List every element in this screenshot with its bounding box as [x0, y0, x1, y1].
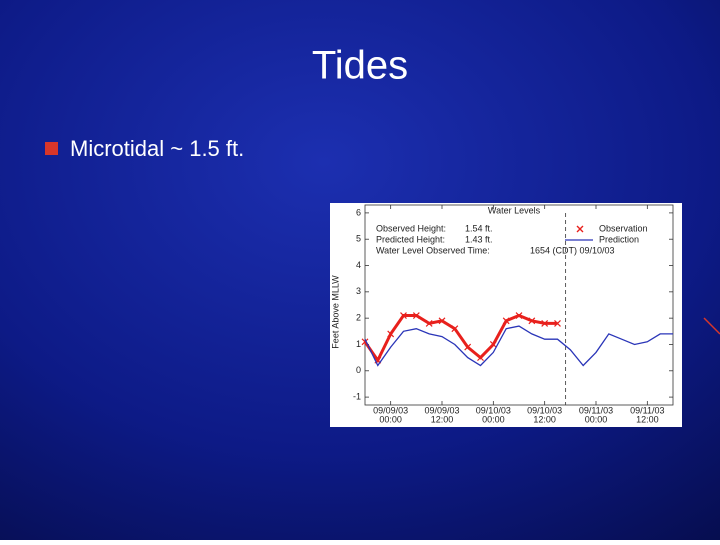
observation-marker: [387, 330, 395, 338]
bullet-text: Microtidal ~ 1.5 ft.: [70, 136, 244, 161]
info-value: 1.43 ft.: [465, 234, 493, 244]
x-tick-label: 09/10/03: [527, 405, 562, 415]
x-tick-label: 09/10/03: [476, 405, 511, 415]
legend-marker: [576, 225, 584, 233]
bullet-icon: [45, 142, 58, 155]
x-tick-label: 00:00: [482, 414, 505, 424]
x-tick-label: 09/11/03: [630, 405, 664, 415]
series-line: [364, 325, 673, 367]
decoration: [703, 317, 720, 335]
observation-marker: [541, 319, 549, 327]
observation-marker: [438, 317, 446, 325]
observation-marker: [412, 312, 420, 319]
x-tick-label: 12:00: [636, 414, 659, 424]
y-tick-label: 3: [356, 286, 361, 296]
x-tick-label: 00:00: [585, 414, 608, 424]
x-tick-label: 12:00: [533, 414, 556, 424]
y-tick-label: 5: [356, 234, 361, 244]
observation-marker: [502, 317, 510, 325]
y-tick-label: 2: [356, 313, 361, 323]
observation-marker: [451, 325, 459, 333]
y-axis-label: Feet Above MLLW: [330, 275, 340, 349]
info-label: Predicted Height:: [376, 234, 445, 244]
info-value: 1654 (CDT) 09/10/03: [530, 245, 615, 255]
chart-background: [330, 203, 682, 427]
x-tick-label: 09/09/03: [424, 405, 459, 415]
legend-label: Prediction: [599, 234, 639, 244]
info-label: Observed Height:: [376, 223, 446, 233]
y-tick-label: -1: [353, 391, 361, 401]
observation-marker: [425, 319, 433, 327]
x-tick-label: 09/09/03: [373, 405, 408, 415]
observation-marker: [400, 312, 407, 319]
info-label: Water Level Observed Time:: [376, 245, 490, 255]
x-tick-label: 12:00: [431, 414, 454, 424]
observation-marker: [464, 343, 472, 351]
chart: -1012345609/09/0300:0009/09/0312:0009/10…: [353, 205, 673, 424]
x-tick-label: 00:00: [379, 414, 402, 424]
info-value: 1.54 ft.: [465, 223, 493, 233]
y-tick-label: 0: [356, 365, 361, 375]
y-tick-label: 1: [356, 339, 361, 349]
plot-frame: [364, 204, 674, 406]
observation-marker: [554, 319, 561, 327]
chart-title: Water Levels: [488, 205, 541, 215]
y-tick-label: 6: [356, 207, 361, 217]
slide-title: Tides: [312, 44, 408, 88]
y-tick-label: 4: [356, 260, 361, 270]
x-tick-label: 09/11/03: [579, 405, 613, 415]
series-line: [363, 313, 558, 364]
observation-marker: [515, 312, 523, 319]
observation-marker: [489, 341, 497, 348]
observation-marker: [477, 354, 484, 362]
legend-label: Observation: [599, 223, 648, 233]
observation-marker: [528, 317, 536, 325]
